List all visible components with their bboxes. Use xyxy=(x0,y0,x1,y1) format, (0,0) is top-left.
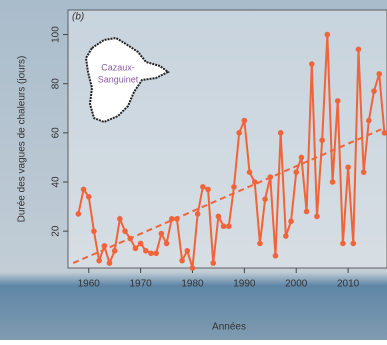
data-point xyxy=(272,252,279,259)
data-point xyxy=(262,196,268,202)
y-tick-label: 40 xyxy=(51,176,62,188)
data-point xyxy=(334,98,341,104)
data-point xyxy=(194,211,201,217)
data-point xyxy=(236,130,242,136)
data-point xyxy=(241,117,248,124)
data-point xyxy=(210,260,217,266)
map-label: Sanguinet xyxy=(98,74,139,84)
data-point xyxy=(329,179,336,185)
y-tick-label: 20 xyxy=(51,225,62,237)
data-point xyxy=(251,179,258,185)
data-point xyxy=(205,186,211,193)
data-point xyxy=(179,257,185,264)
data-point xyxy=(267,174,274,180)
data-point xyxy=(91,228,97,234)
data-point xyxy=(111,248,118,254)
data-point xyxy=(163,240,170,247)
data-point xyxy=(153,250,159,257)
y-tick-label: 100 xyxy=(51,26,62,43)
data-point xyxy=(143,248,149,254)
data-point xyxy=(85,193,92,200)
data-point xyxy=(127,235,134,242)
x-tick-label: 1970 xyxy=(129,279,152,290)
data-point xyxy=(376,71,383,77)
data-point xyxy=(158,230,165,237)
trend-line xyxy=(72,127,385,265)
x-axis-label: Années xyxy=(212,322,246,333)
data-point xyxy=(324,31,331,38)
y-tick-label: 60 xyxy=(51,127,62,139)
data-point xyxy=(283,233,289,239)
data-point xyxy=(215,213,222,220)
data-point xyxy=(303,208,310,215)
data-point xyxy=(355,46,362,53)
data-point xyxy=(288,218,294,225)
data-point xyxy=(340,240,346,247)
x-tick-label: 2000 xyxy=(285,279,308,290)
data-point xyxy=(350,240,357,247)
data-point xyxy=(101,243,108,249)
data-point xyxy=(137,240,144,247)
data-point xyxy=(220,223,227,230)
data-point xyxy=(189,265,196,271)
map-label: Cazaux- xyxy=(101,62,135,72)
x-tick-label: 1990 xyxy=(233,279,256,290)
data-point xyxy=(75,211,82,217)
data-point xyxy=(184,248,191,254)
data-point xyxy=(148,250,154,257)
data-point xyxy=(117,216,123,222)
data-point xyxy=(308,61,315,67)
data-point xyxy=(293,169,300,175)
data-point xyxy=(366,117,372,124)
data-point xyxy=(277,130,284,136)
data-point xyxy=(106,260,113,266)
y-axis-label: Durée des vagues de chaleurs (jours) xyxy=(17,56,28,223)
data-point xyxy=(168,216,175,222)
data-point xyxy=(80,186,87,193)
map-inset xyxy=(84,36,170,124)
data-point xyxy=(298,154,305,161)
panel-label: (b) xyxy=(72,12,84,23)
data-point xyxy=(314,213,320,220)
x-tick-label: 1980 xyxy=(181,279,204,290)
data-point xyxy=(96,257,102,264)
data-point xyxy=(225,223,232,230)
data-point xyxy=(319,137,325,144)
data-point xyxy=(345,164,351,171)
data-point xyxy=(132,245,139,252)
x-tick-label: 2010 xyxy=(337,279,360,290)
data-point xyxy=(360,169,367,175)
data-point xyxy=(246,169,253,175)
data-point xyxy=(200,184,206,190)
data-point xyxy=(381,130,387,136)
y-tick-label: 80 xyxy=(51,78,62,90)
data-point xyxy=(371,88,377,94)
data-point xyxy=(231,184,237,190)
data-point xyxy=(122,228,128,234)
x-tick-label: 1960 xyxy=(78,279,101,290)
data-point xyxy=(174,216,180,222)
data-point xyxy=(257,240,263,247)
